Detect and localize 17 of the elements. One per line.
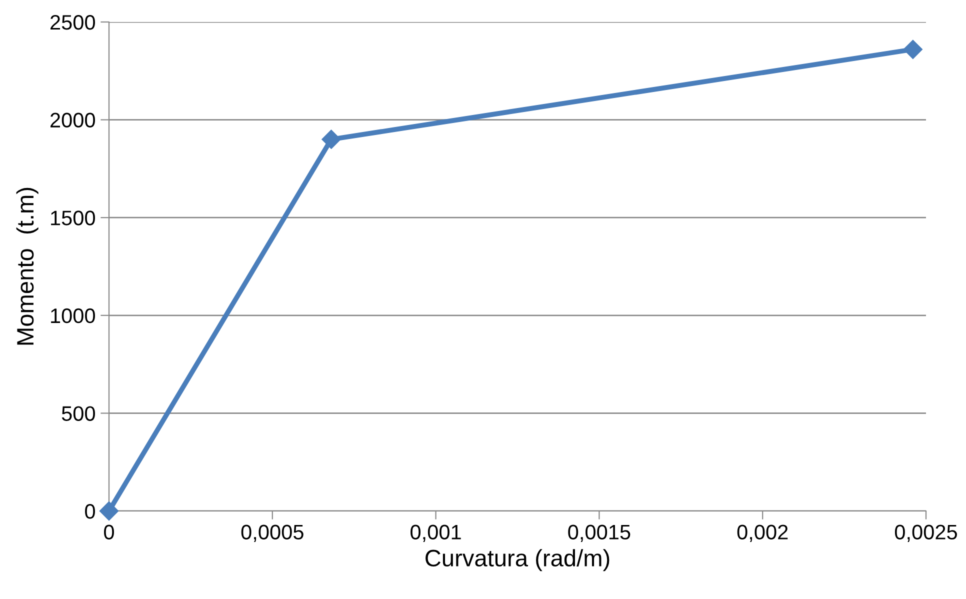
- x-tick-label: 0: [104, 524, 114, 540]
- y-tick-label: 1500: [51, 210, 95, 226]
- x-tick-label: 0,0025: [894, 524, 957, 542]
- y-tick-label: 500: [62, 406, 95, 421]
- point: [903, 40, 922, 59]
- x-tick-label: 0,0015: [568, 524, 630, 542]
- y-tick-label: 2500: [50, 15, 95, 30]
- x-tick-label: 0,001: [410, 524, 461, 542]
- x-tick-label: 0,002: [737, 524, 788, 542]
- y-tick-label: 0: [85, 504, 95, 519]
- y-tick-label: 2000: [50, 112, 95, 128]
- y-tick-label: 1000: [51, 308, 95, 324]
- x-axis-title: Curvatura (rad/m): [426, 549, 610, 572]
- y-axis-title: Momento (t.m): [16, 188, 38, 345]
- point: [322, 130, 341, 149]
- x-tick-label: 0,0005: [241, 524, 304, 542]
- point: [99, 501, 119, 521]
